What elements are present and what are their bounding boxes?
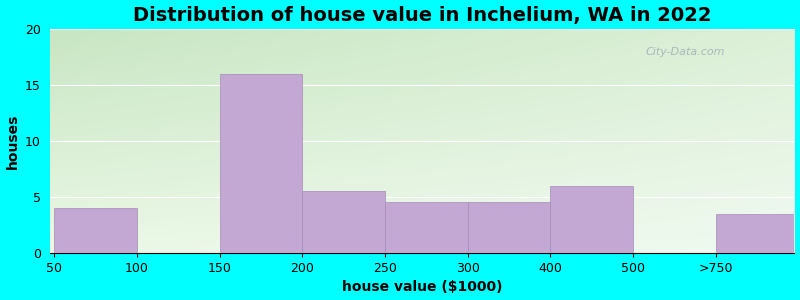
Text: City-Data.com: City-Data.com [646, 47, 725, 57]
Bar [385, 202, 468, 253]
Bar [468, 202, 550, 253]
X-axis label: house value ($1000): house value ($1000) [342, 280, 502, 294]
Bar [716, 214, 798, 253]
Y-axis label: houses: houses [6, 113, 19, 169]
Bar [550, 186, 633, 253]
Bar [302, 191, 385, 253]
Title: Distribution of house value in Inchelium, WA in 2022: Distribution of house value in Inchelium… [133, 6, 711, 25]
Bar [219, 74, 302, 253]
Bar [54, 208, 137, 253]
